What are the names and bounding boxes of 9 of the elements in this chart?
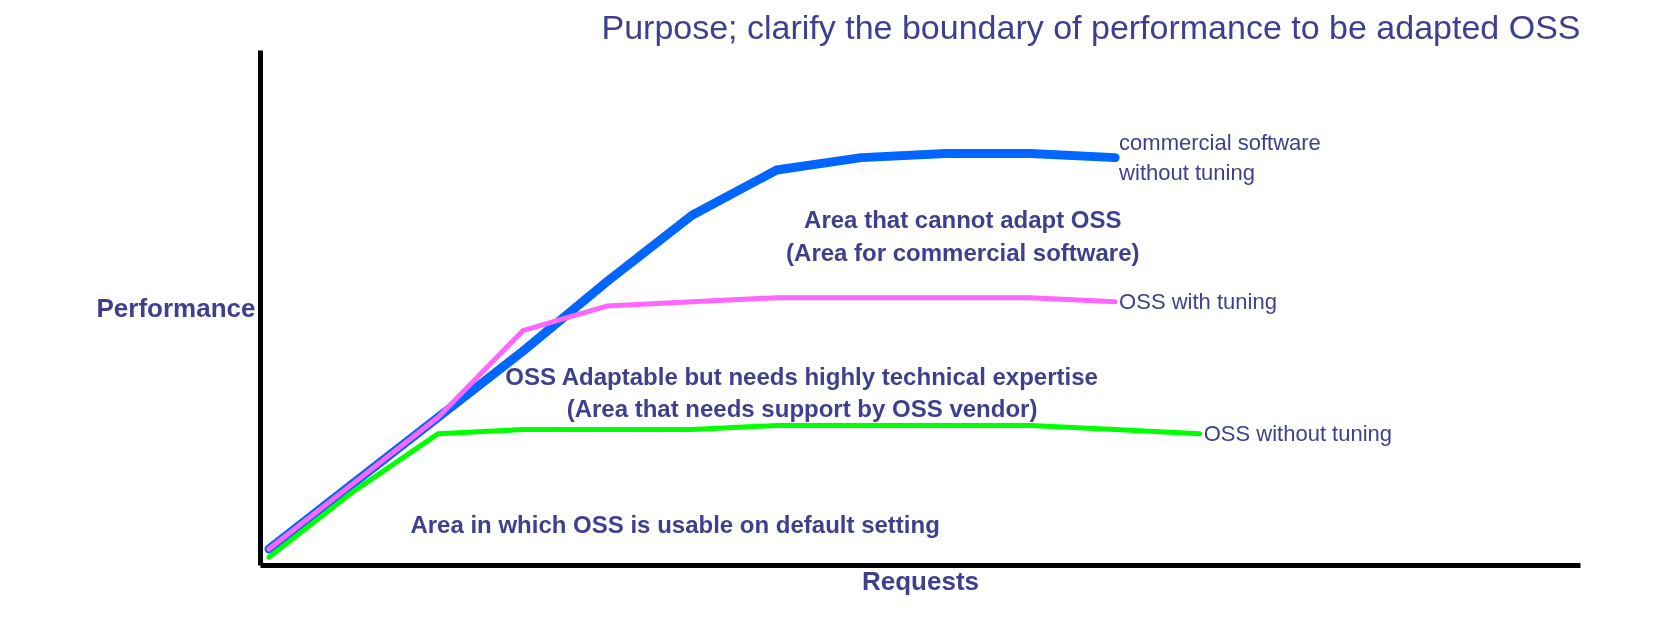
- series-label: OSS with tuning: [1119, 289, 1277, 315]
- annotation: OSS Adaptable but needs highly technical expertise (Area that needs support by OSS vendor): [505, 362, 1098, 423]
- annotation: Area in which OSS is usable on default setting: [410, 510, 940, 538]
- x-axis-title: Requests: [861, 565, 980, 596]
- series-label: commercial software without tuning: [1118, 130, 1321, 186]
- y-axis-title: Performance: [96, 293, 256, 323]
- chart-title: Purpose; clarify the boundary of performance to be adapted OSS: [601, 7, 1581, 46]
- series-label: OSS without tuning: [1203, 421, 1393, 447]
- annotation: Area that cannot adapt OSS (Area for commercial software): [786, 206, 1140, 266]
